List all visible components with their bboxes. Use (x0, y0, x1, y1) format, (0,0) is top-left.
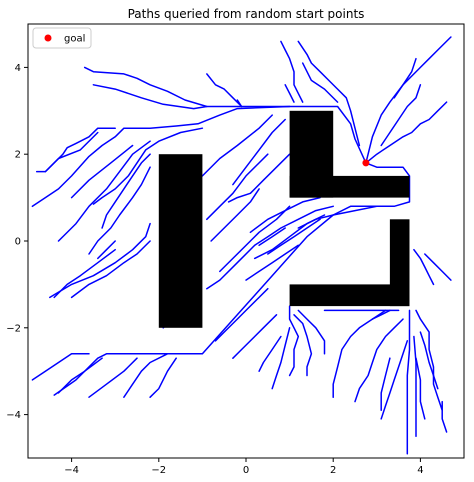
axes-layer: −4 −2 0 2 4 −4 −2 0 2 4 (6, 23, 465, 476)
path-series-41 (354, 318, 404, 403)
path-series-32 (245, 244, 300, 281)
x-tick-label: 4 (417, 465, 423, 476)
path-series-14 (53, 248, 116, 299)
path-series-21 (149, 357, 177, 398)
y-tick-label: −2 (6, 323, 21, 334)
path-series-38 (293, 314, 313, 377)
path-series-29 (201, 114, 273, 177)
y-tick-label: 2 (15, 150, 21, 161)
path-series-15 (70, 240, 151, 299)
path-series-11 (88, 166, 151, 255)
chart-title: Paths queried from random start points (128, 7, 365, 21)
paths-layer (31, 36, 452, 455)
path-series-18 (31, 353, 90, 381)
path-series-20 (123, 353, 169, 398)
path-series-22 (88, 357, 138, 398)
x-tick-label: 2 (330, 465, 336, 476)
path-series-59 (301, 62, 339, 103)
path-series-2 (206, 73, 243, 108)
path-series-45 (415, 357, 426, 420)
obstacle-4 (289, 284, 410, 307)
path-series-9 (70, 144, 134, 199)
path-series-50 (424, 253, 452, 281)
path-series-25 (227, 153, 291, 203)
path-series-35 (288, 305, 300, 377)
path-series-12 (97, 240, 116, 260)
path-series-4 (31, 105, 291, 208)
path-series-33 (267, 218, 321, 255)
legend-goal-marker (44, 34, 52, 42)
path-series-58 (297, 40, 361, 147)
path-series-43 (406, 309, 411, 455)
path-series-28 (232, 118, 286, 186)
path-series-27 (210, 188, 260, 242)
path-series-8 (57, 140, 151, 242)
x-tick-label: 0 (243, 465, 249, 476)
path-series-53 (380, 357, 391, 412)
obstacles-layer (158, 110, 410, 328)
path-series-42 (380, 340, 409, 420)
path-series-26 (206, 153, 269, 221)
x-tick-label: −2 (151, 465, 166, 476)
path-series-61 (284, 84, 295, 103)
path-series-40 (332, 309, 400, 398)
path-series-1 (92, 84, 208, 110)
path-series-36 (271, 327, 291, 390)
path-series-55 (393, 57, 417, 99)
y-tick-label: −4 (6, 410, 21, 421)
path-series-5 (35, 127, 116, 173)
path-series-39 (297, 309, 326, 355)
obstacle-0 (158, 154, 203, 328)
path-series-17 (53, 162, 411, 396)
x-tick-label: −4 (64, 465, 79, 476)
path-series-24 (219, 205, 291, 273)
path-series-31 (232, 314, 278, 359)
path-series-56 (365, 101, 448, 164)
y-tick-label: 0 (15, 237, 21, 248)
path-series-57 (380, 84, 422, 147)
path-series-51 (371, 309, 391, 320)
goal-marker (362, 159, 370, 167)
path-series-10 (101, 153, 151, 229)
path-series-13 (49, 222, 151, 299)
path-series-23 (206, 205, 334, 290)
path-series-6 (44, 131, 99, 173)
path-series-46 (415, 309, 443, 412)
legend: goal (32, 27, 92, 49)
path-series-19 (57, 357, 103, 394)
path-series-0 (83, 66, 367, 164)
path-series-44 (413, 335, 417, 438)
path-series-34 (258, 227, 286, 247)
path-series-48 (441, 400, 448, 433)
path-series-47 (419, 331, 439, 390)
path-series-3 (236, 99, 243, 108)
path-series-30 (214, 287, 269, 342)
path-series-37 (258, 335, 282, 372)
path-series-60 (280, 40, 304, 103)
path-series-54 (365, 36, 452, 164)
path-series-49 (413, 248, 435, 286)
path-series-62 (249, 196, 321, 234)
obstacle-2 (289, 175, 410, 198)
legend-goal-label: goal (64, 34, 85, 45)
goal-layer (362, 159, 370, 167)
path-series-7 (92, 127, 204, 205)
path-series-64 (297, 205, 378, 229)
y-tick-label: 4 (15, 63, 21, 74)
legend-box (32, 27, 92, 49)
